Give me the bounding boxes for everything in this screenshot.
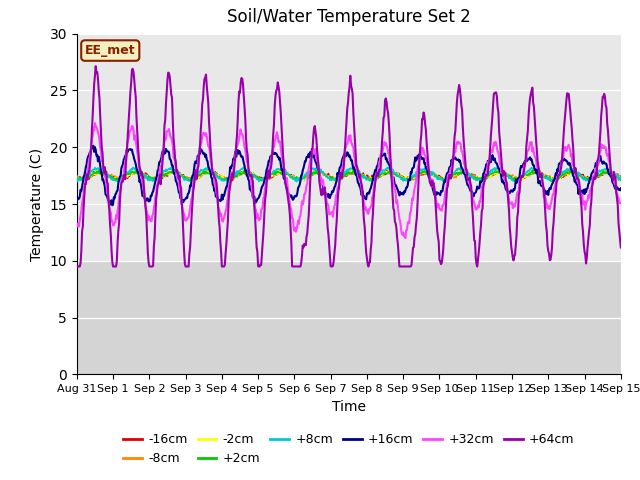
Legend: -16cm, -8cm, -2cm, +2cm, +8cm, +16cm, +32cm, +64cm: -16cm, -8cm, -2cm, +2cm, +8cm, +16cm, +3… (118, 428, 579, 470)
X-axis label: Time: Time (332, 400, 366, 414)
Title: Soil/Water Temperature Set 2: Soil/Water Temperature Set 2 (227, 9, 470, 26)
Y-axis label: Temperature (C): Temperature (C) (30, 147, 44, 261)
Text: EE_met: EE_met (85, 44, 136, 57)
Bar (77, 261, 621, 374)
